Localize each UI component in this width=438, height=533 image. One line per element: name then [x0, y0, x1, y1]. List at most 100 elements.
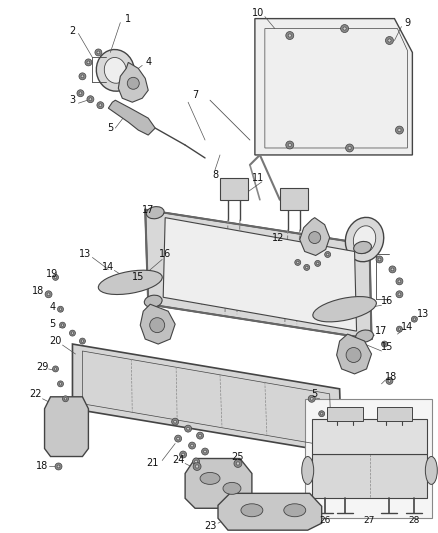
- Ellipse shape: [95, 49, 102, 56]
- Ellipse shape: [410, 316, 417, 322]
- Polygon shape: [336, 334, 371, 374]
- Text: 15: 15: [132, 272, 144, 282]
- Ellipse shape: [345, 144, 353, 152]
- Polygon shape: [108, 100, 155, 135]
- Ellipse shape: [144, 295, 162, 308]
- Text: 12: 12: [271, 232, 283, 243]
- Polygon shape: [376, 407, 411, 421]
- Ellipse shape: [312, 296, 375, 322]
- Ellipse shape: [149, 318, 164, 333]
- Ellipse shape: [196, 432, 203, 439]
- Ellipse shape: [79, 338, 85, 344]
- Text: 17: 17: [374, 326, 387, 336]
- Ellipse shape: [395, 278, 402, 285]
- Polygon shape: [185, 458, 251, 508]
- Ellipse shape: [181, 453, 184, 456]
- Ellipse shape: [240, 504, 262, 516]
- Ellipse shape: [81, 75, 84, 78]
- Polygon shape: [72, 344, 341, 454]
- Ellipse shape: [296, 261, 298, 264]
- Ellipse shape: [174, 435, 181, 442]
- Ellipse shape: [397, 128, 400, 132]
- Ellipse shape: [59, 308, 62, 310]
- Ellipse shape: [171, 418, 178, 425]
- Ellipse shape: [201, 448, 208, 455]
- Text: 17: 17: [142, 205, 154, 215]
- Text: 4: 4: [49, 302, 56, 312]
- Ellipse shape: [395, 291, 402, 298]
- Polygon shape: [311, 454, 426, 498]
- Ellipse shape: [377, 258, 380, 261]
- Ellipse shape: [320, 413, 322, 415]
- Ellipse shape: [388, 266, 395, 273]
- Ellipse shape: [324, 252, 330, 257]
- Ellipse shape: [310, 398, 312, 400]
- Polygon shape: [311, 419, 426, 454]
- Ellipse shape: [424, 456, 436, 484]
- Ellipse shape: [287, 143, 291, 147]
- Ellipse shape: [203, 450, 206, 453]
- Text: 26: 26: [318, 516, 330, 524]
- Text: 5: 5: [49, 319, 56, 329]
- Ellipse shape: [200, 472, 219, 484]
- Text: 24: 24: [172, 456, 184, 465]
- Polygon shape: [279, 188, 307, 209]
- Text: 18: 18: [36, 462, 49, 472]
- Ellipse shape: [57, 465, 60, 468]
- Ellipse shape: [412, 318, 415, 320]
- Ellipse shape: [188, 442, 195, 449]
- Ellipse shape: [318, 411, 324, 417]
- Ellipse shape: [87, 61, 90, 64]
- Ellipse shape: [397, 328, 400, 330]
- Text: 9: 9: [403, 18, 410, 28]
- Ellipse shape: [397, 280, 400, 282]
- Text: 2: 2: [69, 26, 75, 36]
- Ellipse shape: [198, 434, 201, 437]
- Ellipse shape: [390, 268, 393, 271]
- Text: 19: 19: [46, 269, 59, 279]
- Ellipse shape: [54, 276, 57, 279]
- Ellipse shape: [192, 458, 199, 465]
- Ellipse shape: [57, 381, 64, 387]
- Ellipse shape: [316, 262, 318, 264]
- Text: 11: 11: [251, 173, 263, 183]
- Ellipse shape: [353, 226, 375, 253]
- Ellipse shape: [97, 102, 104, 109]
- Text: 29: 29: [36, 362, 49, 372]
- Text: 22: 22: [29, 389, 42, 399]
- Text: 5: 5: [311, 389, 317, 399]
- Ellipse shape: [173, 421, 176, 423]
- Text: 18: 18: [32, 286, 45, 296]
- Polygon shape: [163, 217, 356, 331]
- Ellipse shape: [85, 59, 92, 66]
- Text: 10: 10: [251, 7, 263, 18]
- Ellipse shape: [54, 368, 57, 370]
- Text: 16: 16: [159, 249, 171, 260]
- Ellipse shape: [375, 256, 382, 263]
- Text: 5: 5: [107, 123, 113, 133]
- Ellipse shape: [177, 437, 179, 440]
- Text: 3: 3: [69, 95, 75, 105]
- Ellipse shape: [79, 92, 81, 95]
- Ellipse shape: [236, 462, 239, 465]
- Ellipse shape: [397, 293, 400, 296]
- Ellipse shape: [387, 379, 390, 382]
- Ellipse shape: [382, 343, 385, 345]
- Ellipse shape: [45, 291, 52, 298]
- Text: 18: 18: [385, 372, 397, 382]
- Ellipse shape: [345, 217, 383, 262]
- Ellipse shape: [326, 253, 328, 256]
- Ellipse shape: [104, 58, 126, 83]
- Ellipse shape: [285, 141, 293, 149]
- Ellipse shape: [385, 377, 392, 384]
- Text: 27: 27: [363, 516, 374, 524]
- Ellipse shape: [61, 324, 64, 326]
- Ellipse shape: [345, 348, 360, 362]
- Polygon shape: [326, 407, 362, 421]
- Text: 20: 20: [49, 336, 62, 346]
- Ellipse shape: [396, 326, 402, 332]
- Polygon shape: [218, 494, 321, 530]
- Ellipse shape: [97, 51, 99, 54]
- Ellipse shape: [381, 341, 387, 347]
- Ellipse shape: [308, 232, 320, 244]
